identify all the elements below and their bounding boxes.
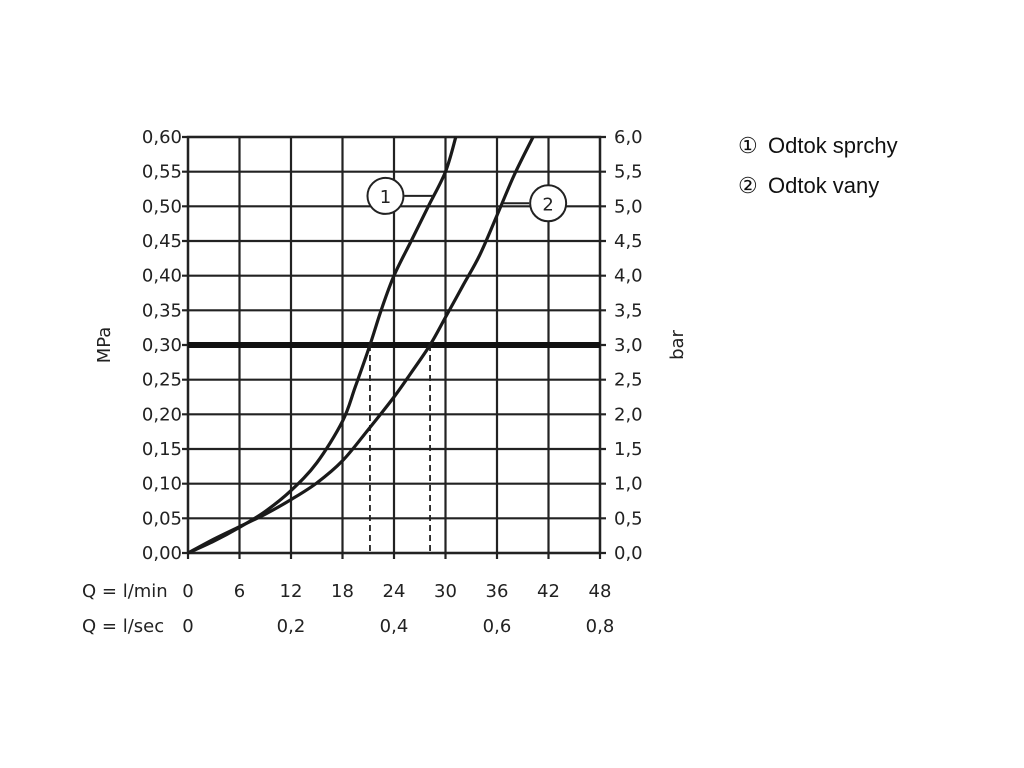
y-tick-label-right: 1,0 (614, 474, 643, 495)
x-tick-label: 42 (537, 581, 560, 602)
y-tick-label-left: 0,55 (142, 162, 182, 183)
y-tick-label-left: 0,10 (142, 474, 182, 495)
y-tick-label-right: 0,5 (614, 508, 643, 529)
y-tick-label-right: 6,0 (614, 127, 643, 148)
y-tick-label-right: 5,0 (614, 196, 643, 217)
curve-label-text: 2 (542, 194, 553, 215)
legend: ① Odtok sprchy ② Odtok vany (738, 130, 898, 210)
y-tick-label-left: 0,00 (142, 543, 182, 564)
y-tick-label-right: 2,0 (614, 404, 643, 425)
series-line-2 (188, 136, 535, 555)
y-tick-label-left: 0,45 (142, 231, 182, 252)
x-axis-unit-label: Q = l/min (82, 581, 168, 602)
x2-tick-label: 0,2 (277, 616, 306, 637)
legend-marker-2: ② (738, 173, 758, 198)
y-tick-label-left: 0,25 (142, 370, 182, 391)
x2-tick-label: 0,4 (380, 616, 409, 637)
y-tick-label-left: 0,05 (142, 508, 182, 529)
y-tick-label-right: 3,5 (614, 300, 643, 321)
x-tick-label: 18 (331, 581, 354, 602)
curve-label-text: 1 (380, 187, 391, 208)
y-tick-label-left: 0,20 (142, 404, 182, 425)
dropdown-lines (369, 345, 431, 553)
x-tick-label: 12 (280, 581, 303, 602)
legend-item-1: ① Odtok sprchy (738, 130, 898, 170)
x2-axis-unit-label: Q = l/sec (82, 616, 164, 637)
y-tick-label-right: 4,0 (614, 266, 643, 287)
x2-tick-label: 0,6 (483, 616, 512, 637)
y-tick-label-right: 3,0 (614, 335, 643, 356)
y-tick-label-right: 2,5 (614, 370, 643, 391)
curve-label-circle (529, 184, 568, 223)
y-tick-label-left: 0,30 (142, 335, 182, 356)
y-tick-label-left: 0,15 (142, 439, 182, 460)
y-tick-label-left: 0,50 (142, 196, 182, 217)
curve-label-circle (366, 176, 405, 215)
x-tick-label: 48 (589, 581, 612, 602)
legend-label-2: Odtok vany (768, 173, 880, 198)
y-tick-label-right: 0,0 (614, 543, 643, 564)
x-tick-label: 24 (383, 581, 406, 602)
y-tick-label-left: 0,40 (142, 266, 182, 287)
series-lines (188, 136, 535, 555)
legend-marker-1: ① (738, 133, 758, 158)
x-tick-label: 36 (486, 581, 509, 602)
y-tick-label-right: 4,5 (614, 231, 643, 252)
y-axis-title-left: MPa (94, 327, 115, 364)
x-tick-label: 0 (182, 581, 193, 602)
x-tick-label: 6 (234, 581, 245, 602)
y-axis-title-right: bar (667, 329, 688, 359)
x2-tick-label: 0,8 (586, 616, 615, 637)
legend-item-2: ② Odtok vany (738, 170, 898, 210)
y-tick-label-left: 0,35 (142, 300, 182, 321)
y-tick-label-right: 1,5 (614, 439, 643, 460)
x-tick-label: 30 (434, 581, 457, 602)
x2-tick-label: 0 (182, 616, 193, 637)
legend-label-1: Odtok sprchy (768, 133, 898, 158)
y-tick-label-right: 5,5 (614, 162, 643, 183)
tick-labels: 0 6 12 18 24 30 36 42 480 0,2 0,4 0,6 0,80,00 0,00,05… (142, 127, 643, 637)
y-tick-label-left: 0,60 (142, 127, 182, 148)
